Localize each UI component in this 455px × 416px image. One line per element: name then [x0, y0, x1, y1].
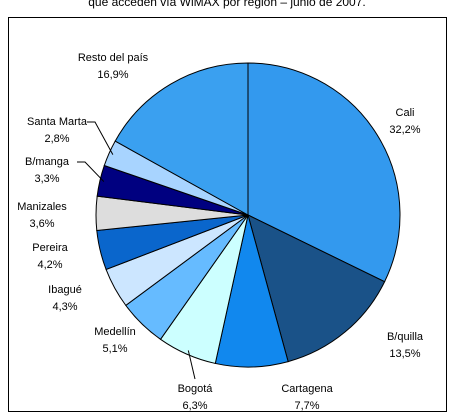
slice-value: 6,3% [182, 400, 207, 412]
leader-line [87, 121, 114, 155]
slice-label: Cartagena [281, 383, 333, 395]
chart-title: que acceden vía WiMAX por región – junio… [88, 0, 366, 9]
slice-label: Pereira [32, 242, 68, 254]
slice-value: 16,9% [97, 69, 128, 81]
slice-value: 4,2% [37, 259, 62, 271]
slice-value: 7,7% [294, 400, 319, 412]
leader-line [187, 350, 196, 380]
slice-value: 4,3% [52, 301, 77, 313]
pie-slice [247, 62, 401, 283]
slice-label: Cali [396, 107, 415, 119]
slice-label: Medellín [94, 326, 136, 338]
slice-value: 3,3% [34, 173, 59, 185]
slice-label: Resto del país [78, 52, 149, 64]
pie-slice [114, 62, 249, 216]
slice-value: 32,2% [389, 124, 420, 136]
slice-label: B/manga [25, 156, 70, 168]
slice-label: Bogotá [178, 383, 214, 395]
slice-label: Santa Marta [27, 116, 88, 128]
slice-label: Ibagué [48, 284, 82, 296]
slice-label: B/quilla [387, 331, 424, 343]
slice-value: 3,6% [29, 218, 54, 230]
slice-value: 5,1% [102, 343, 127, 355]
slice-value: 2,8% [44, 133, 69, 145]
pie-slice [247, 214, 386, 363]
leader-line [77, 161, 105, 182]
slice-value: 13,5% [389, 348, 420, 360]
slice-label: Manizales [17, 201, 67, 213]
